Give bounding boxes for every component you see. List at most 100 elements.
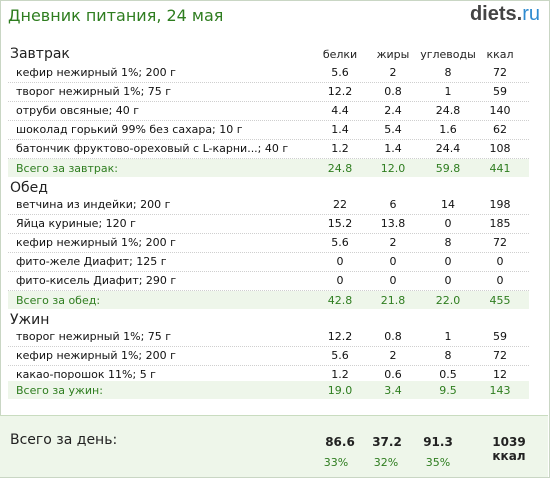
item-name: шоколад горький 99% без сахара; 10 г (16, 123, 243, 136)
total-kcal: 143 (489, 384, 511, 397)
total-kcal: 455 (489, 294, 511, 307)
item-fat: 0.8 (384, 330, 402, 343)
item-kcal: 0 (496, 255, 504, 268)
day-total-panel: Всего за день: 86.6 37.2 91.3 1039 ккал … (0, 415, 548, 477)
item-kcal: 108 (489, 142, 511, 155)
item-carbs: 14 (441, 198, 455, 211)
total-protein: 42.8 (327, 294, 353, 307)
item-protein: 1.2 (331, 142, 349, 155)
item-protein: 5.6 (331, 349, 349, 362)
item-name: какао-порошок 11%; 5 г (16, 368, 156, 381)
item-protein: 12.2 (327, 330, 353, 343)
page-title: Дневник питания, 24 мая (8, 6, 224, 25)
table-row: батончик фруктово-ореховый с L-карни...;… (8, 140, 529, 159)
table-row: творог нежирный 1%; 75 г 12.2 0.8 1 59 (8, 83, 529, 102)
item-protein: 0 (336, 274, 344, 287)
item-carbs: 24.4 (435, 142, 461, 155)
day-percent-protein: 33% (323, 456, 349, 469)
item-carbs: 8 (444, 66, 452, 79)
day-total-fat: 37.2 (372, 435, 402, 449)
item-fat: 0.8 (384, 85, 402, 98)
table-row: ветчина из индейки; 200 г 22 6 14 198 (8, 196, 529, 215)
logo-dot: . (516, 3, 523, 25)
day-total-label: Всего за день: (10, 432, 118, 448)
logo-main: diets (469, 3, 517, 25)
item-kcal: 72 (493, 349, 507, 362)
section-title-dinner: Ужин (10, 312, 50, 328)
item-carbs: 1.6 (439, 123, 457, 136)
total-protein: 19.0 (327, 384, 353, 397)
section-title-breakfast: Завтрак (10, 46, 70, 62)
item-fat: 5.4 (384, 123, 402, 136)
item-name: кефир нежирный 1%; 200 г (16, 66, 176, 79)
item-protein: 22 (333, 198, 347, 211)
item-carbs: 0.5 (439, 368, 457, 381)
item-protein: 5.6 (331, 66, 349, 79)
table-row: шоколад горький 99% без сахара; 10 г 1.4… (8, 121, 529, 140)
item-carbs: 0 (444, 274, 452, 287)
item-fat: 0 (389, 255, 397, 268)
item-kcal: 198 (489, 198, 511, 211)
item-protein: 0 (336, 255, 344, 268)
item-carbs: 8 (444, 236, 452, 249)
item-protein: 4.4 (331, 104, 349, 117)
total-kcal: 441 (489, 162, 511, 175)
item-fat: 2.4 (384, 104, 402, 117)
item-kcal: 185 (489, 217, 511, 230)
item-kcal: 59 (493, 85, 507, 98)
total-fat: 21.8 (380, 294, 406, 307)
section-total-row: Всего за ужин: 19.0 3.4 9.5 143 (8, 381, 529, 399)
table-row: кефир нежирный 1%; 200 г 5.6 2 8 72 (8, 234, 529, 253)
table-row: творог нежирный 1%; 75 г 12.2 0.8 1 59 (8, 328, 529, 347)
item-name: кефир нежирный 1%; 200 г (16, 236, 176, 249)
column-header-protein: белки (322, 48, 358, 61)
total-label: Всего за ужин: (16, 384, 103, 397)
item-fat: 0 (389, 274, 397, 287)
item-carbs: 24.8 (435, 104, 461, 117)
item-name: творог нежирный 1%; 75 г (16, 330, 172, 343)
item-protein: 1.2 (331, 368, 349, 381)
item-kcal: 0 (496, 274, 504, 287)
site-logo[interactable]: diets.ru (470, 3, 540, 26)
table-row: Яйца куриные; 120 г 15.2 13.8 0 185 (8, 215, 529, 234)
item-carbs: 0 (444, 217, 452, 230)
item-kcal: 12 (493, 368, 507, 381)
column-header-carbs: углеводы (420, 48, 476, 61)
total-fat: 12.0 (380, 162, 406, 175)
section-title-lunch: Обед (10, 180, 48, 196)
table-row: кефир нежирный 1%; 200 г 5.6 2 8 72 (8, 64, 529, 83)
item-name: фито-кисель Диафит; 290 г (16, 274, 177, 287)
total-label: Всего за обед: (16, 294, 101, 307)
item-fat: 13.8 (380, 217, 406, 230)
item-name: ветчина из индейки; 200 г (16, 198, 171, 211)
item-name: батончик фруктово-ореховый с L-карни...;… (16, 142, 289, 155)
column-header-fat: жиры (376, 48, 410, 61)
item-name: кефир нежирный 1%; 200 г (16, 349, 176, 362)
table-row: фито-желе Диафит; 125 г 0 0 0 0 (8, 253, 529, 272)
item-kcal: 72 (493, 66, 507, 79)
day-percent-fat: 32% (373, 456, 399, 469)
item-fat: 0.6 (384, 368, 402, 381)
column-header-kcal: ккал (486, 48, 514, 61)
item-kcal: 140 (489, 104, 511, 117)
item-kcal: 72 (493, 236, 507, 249)
item-protein: 1.4 (331, 123, 349, 136)
item-fat: 1.4 (384, 142, 402, 155)
item-fat: 2 (389, 236, 397, 249)
item-fat: 6 (389, 198, 397, 211)
total-label: Всего за завтрак: (16, 162, 119, 175)
table-row: фито-кисель Диафит; 290 г 0 0 0 0 (8, 272, 529, 291)
item-protein: 5.6 (331, 236, 349, 249)
section-total-row: Всего за обед: 42.8 21.8 22.0 455 (8, 291, 529, 309)
logo-tld: ru (522, 3, 540, 25)
total-carbs: 22.0 (435, 294, 461, 307)
item-carbs: 1 (444, 330, 452, 343)
item-fat: 2 (389, 66, 397, 79)
item-carbs: 0 (444, 255, 452, 268)
table-row: отруби овсяные; 40 г 4.4 2.4 24.8 140 (8, 102, 529, 121)
day-total-carbs: 91.3 (423, 435, 453, 449)
day-total-kcal: 1039 ккал (492, 435, 526, 463)
total-protein: 24.8 (327, 162, 353, 175)
item-name: фито-желе Диафит; 125 г (16, 255, 167, 268)
item-carbs: 1 (444, 85, 452, 98)
